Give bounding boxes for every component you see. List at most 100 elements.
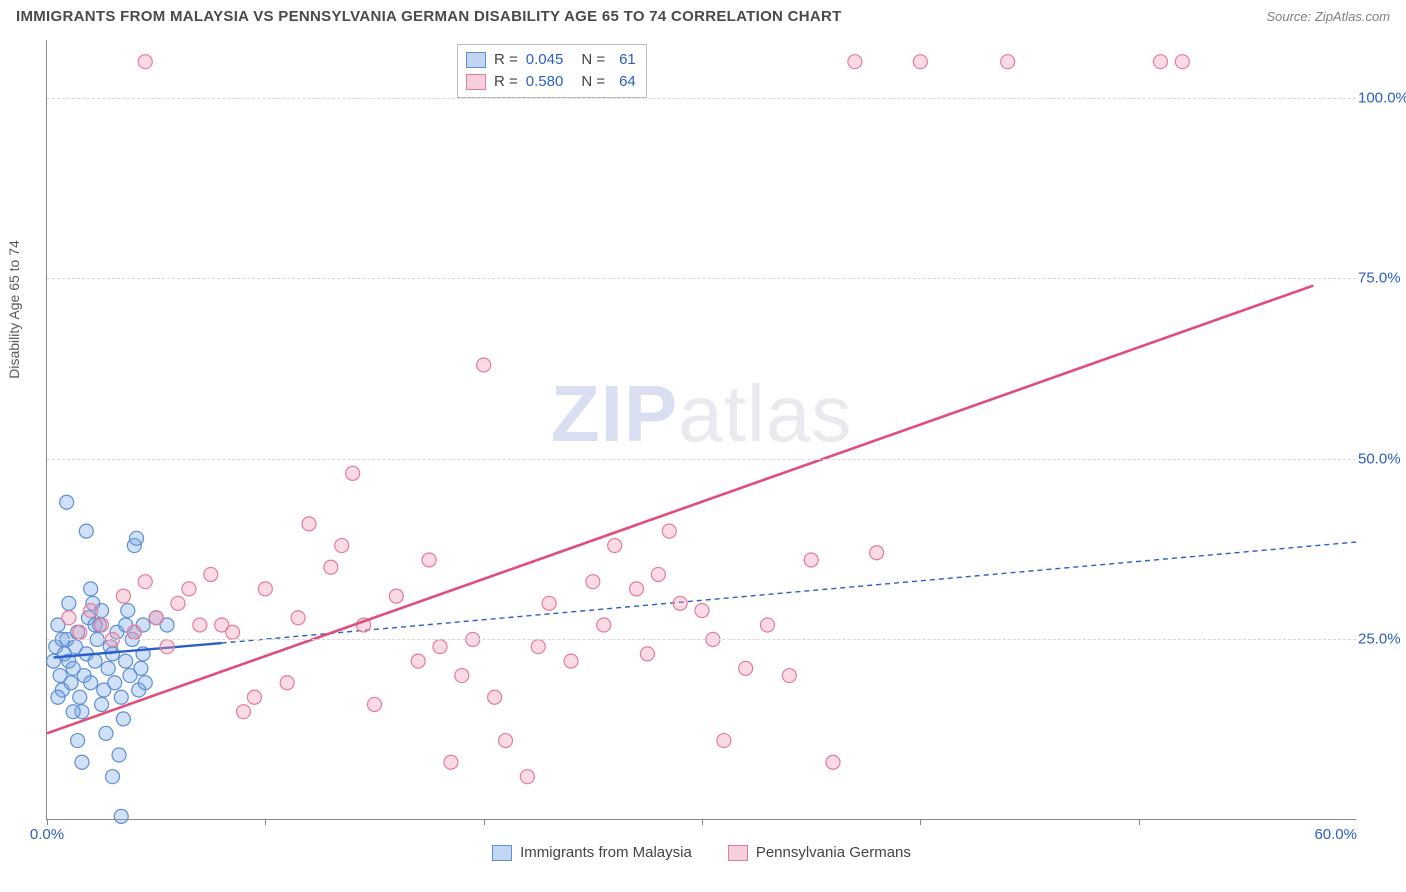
data-point <box>84 676 98 690</box>
data-point <box>84 582 98 596</box>
data-point <box>608 539 622 553</box>
chart-title: IMMIGRANTS FROM MALAYSIA VS PENNSYLVANIA… <box>16 8 842 25</box>
y-tick-label: 75.0% <box>1358 270 1406 287</box>
legend-r-value: 0.045 <box>526 49 564 71</box>
data-point <box>160 640 174 654</box>
x-tick <box>1139 819 1140 825</box>
data-point <box>651 567 665 581</box>
data-point <box>108 676 122 690</box>
series-legend-label: Immigrants from Malaysia <box>520 844 692 861</box>
legend-swatch <box>466 52 486 68</box>
legend-swatch <box>728 845 748 861</box>
data-point <box>73 625 87 639</box>
grid-line <box>47 98 1356 99</box>
plot-area: ZIPatlas R =0.045N =61R =0.580N =64 Immi… <box>46 40 1356 820</box>
grid-line <box>47 278 1356 279</box>
data-point <box>280 676 294 690</box>
series-legend-item: Pennsylvania Germans <box>728 844 911 861</box>
data-point <box>171 596 185 610</box>
data-point <box>60 495 74 509</box>
data-point <box>389 589 403 603</box>
data-point <box>112 748 126 762</box>
data-point <box>88 654 102 668</box>
data-point <box>455 669 469 683</box>
data-point <box>149 611 163 625</box>
data-point <box>138 676 152 690</box>
data-point <box>826 755 840 769</box>
data-point <box>130 531 144 545</box>
data-point <box>520 770 534 784</box>
data-point <box>531 640 545 654</box>
data-point <box>62 596 76 610</box>
data-point <box>66 705 80 719</box>
data-point <box>782 669 796 683</box>
data-point <box>761 618 775 632</box>
data-point <box>488 690 502 704</box>
data-point <box>247 690 261 704</box>
data-point <box>114 809 128 823</box>
data-point <box>542 596 556 610</box>
legend-row: R =0.045N =61 <box>466 49 636 71</box>
x-tick <box>702 819 703 825</box>
data-point <box>586 575 600 589</box>
data-point <box>258 582 272 596</box>
data-point <box>182 582 196 596</box>
data-point <box>640 647 654 661</box>
data-point <box>1154 55 1168 69</box>
legend-r-label: R = <box>494 49 518 71</box>
data-point <box>95 618 109 632</box>
data-point <box>127 625 141 639</box>
data-point <box>804 553 818 567</box>
data-point <box>433 640 447 654</box>
series-legend: Immigrants from Malaysia Pennsylvania Ger… <box>47 844 1356 861</box>
data-point <box>64 676 78 690</box>
header: IMMIGRANTS FROM MALAYSIA VS PENNSYLVANIA… <box>0 0 1406 31</box>
source-attribution: Source: ZipAtlas.com <box>1266 9 1390 24</box>
x-tick <box>920 819 921 825</box>
data-point <box>134 661 148 675</box>
x-tick <box>47 819 48 825</box>
legend-n-label: N = <box>581 71 605 93</box>
data-point <box>116 589 130 603</box>
data-point <box>1001 55 1015 69</box>
data-point <box>673 596 687 610</box>
y-axis-title: Disability Age 65 to 74 <box>6 240 22 379</box>
data-point <box>324 560 338 574</box>
grid-line <box>47 639 1356 640</box>
data-point <box>138 575 152 589</box>
data-point <box>662 524 676 538</box>
data-point <box>121 604 135 618</box>
data-point <box>71 734 85 748</box>
data-point <box>95 697 109 711</box>
data-point <box>717 734 731 748</box>
x-tick <box>265 819 266 825</box>
data-point <box>630 582 644 596</box>
data-point <box>73 690 87 704</box>
data-point <box>237 705 251 719</box>
legend-row: R =0.580N =64 <box>466 71 636 93</box>
data-point <box>79 524 93 538</box>
data-point <box>848 55 862 69</box>
data-point <box>226 625 240 639</box>
data-point <box>51 690 65 704</box>
chart-container: Disability Age 65 to 74 ZIPatlas R =0.04… <box>46 40 1390 840</box>
data-point <box>411 654 425 668</box>
data-point <box>138 55 152 69</box>
data-point <box>597 618 611 632</box>
data-point <box>204 567 218 581</box>
series-legend-item: Immigrants from Malaysia <box>492 844 692 861</box>
x-tick-label: 60.0% <box>1314 826 1357 843</box>
data-point <box>99 726 113 740</box>
data-point <box>444 755 458 769</box>
data-point <box>106 770 120 784</box>
data-point <box>84 604 98 618</box>
data-point <box>193 618 207 632</box>
data-point <box>119 654 133 668</box>
data-point <box>499 734 513 748</box>
series-legend-label: Pennsylvania Germans <box>756 844 911 861</box>
x-tick-label: 0.0% <box>30 826 64 843</box>
data-point <box>913 55 927 69</box>
data-point <box>422 553 436 567</box>
data-point <box>291 611 305 625</box>
y-tick-label: 50.0% <box>1358 450 1406 467</box>
